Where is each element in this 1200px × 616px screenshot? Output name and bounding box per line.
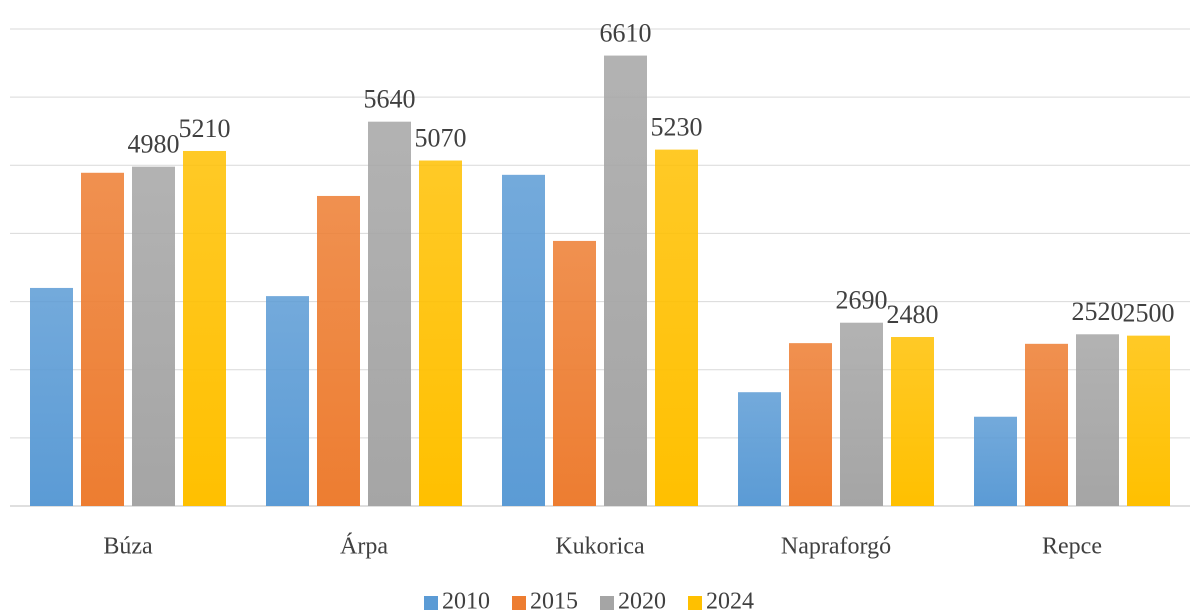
bar <box>266 296 309 506</box>
data-label: 4980 <box>128 130 180 159</box>
data-label: 5640 <box>364 85 416 114</box>
legend-swatch <box>512 596 526 610</box>
bar <box>1127 335 1170 506</box>
bar <box>655 149 698 506</box>
bar <box>1025 343 1068 506</box>
bar <box>419 160 462 506</box>
data-label: 5210 <box>179 114 231 143</box>
bar <box>183 150 226 506</box>
data-label: 5070 <box>415 123 467 152</box>
bar <box>368 121 411 506</box>
x-tick-label: Repce <box>1042 534 1102 560</box>
legend-label: 2010 <box>442 589 490 615</box>
x-tick-label: Búza <box>103 534 153 560</box>
data-label: 2690 <box>836 286 888 315</box>
legend-label: 2015 <box>530 589 578 615</box>
bar <box>1076 334 1119 506</box>
bar <box>840 322 883 506</box>
bar <box>738 392 781 506</box>
bar <box>789 343 832 506</box>
bar <box>604 55 647 506</box>
bar <box>502 174 545 506</box>
data-label: 2520 <box>1072 297 1124 326</box>
data-label: 6610 <box>600 19 652 48</box>
bar <box>974 416 1017 506</box>
bar <box>132 166 175 507</box>
bar <box>81 172 124 506</box>
bar <box>891 337 934 506</box>
bar <box>553 240 596 506</box>
data-label: 2500 <box>1123 299 1175 328</box>
data-label: 2480 <box>887 300 939 329</box>
bar <box>317 195 360 506</box>
legend-label: 2024 <box>706 589 754 615</box>
x-tick-label: Kukorica <box>555 534 645 560</box>
x-tick-label: Napraforgó <box>781 534 891 560</box>
legend-swatch <box>688 596 702 610</box>
x-tick-label: Árpa <box>340 534 388 560</box>
legend-swatch <box>424 596 438 610</box>
bar <box>30 287 73 506</box>
legend-swatch <box>600 596 614 610</box>
data-label: 5230 <box>651 113 703 142</box>
legend-label: 2020 <box>618 589 666 615</box>
